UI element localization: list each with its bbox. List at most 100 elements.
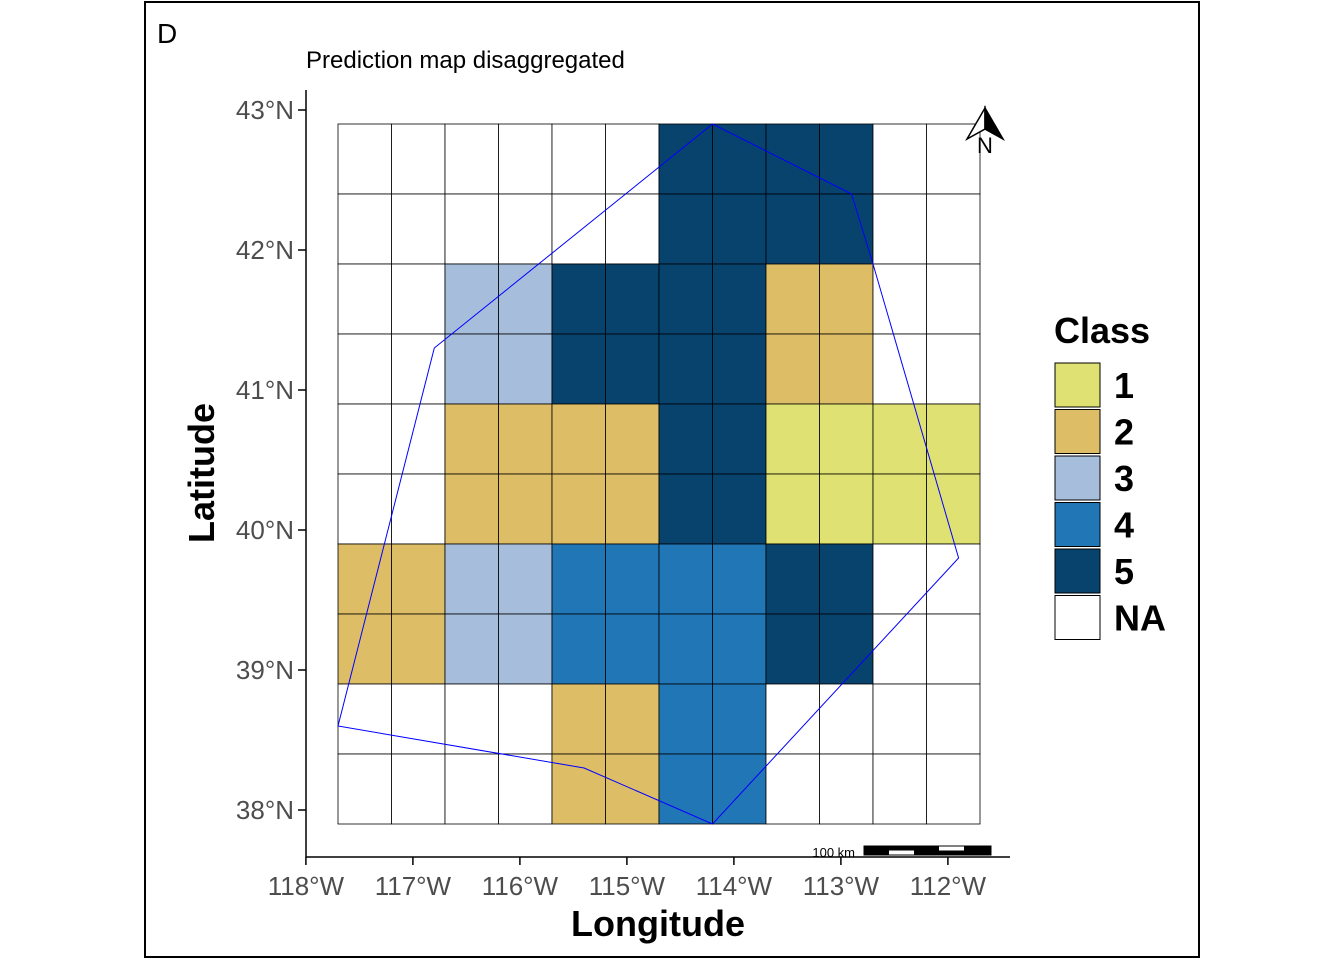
grid-cell [498,333,553,405]
grid-cell [444,543,499,615]
scale-bar-segment [914,846,939,855]
x-tick-label: 115°W [589,871,666,901]
grid-cell [605,473,660,545]
grid-cell [337,193,392,265]
grid-cell [712,123,767,195]
map-axes: 118°W 117°W 116°W 115°W 114°W 113°W 112°W 38°N… [236,90,1010,901]
panel-label: D [157,18,177,49]
scale-bar-segment [964,846,991,855]
study-area-boundary [337,123,960,825]
grid-cell [712,683,767,755]
grid-cell [872,543,927,615]
grid-cell [391,753,446,825]
grid-cell [765,753,820,825]
grid-cell [498,683,553,755]
legend-label: NA [1114,598,1166,639]
grid-cell [926,543,981,615]
grid-cell [498,123,553,195]
grid-cell [551,753,606,825]
grid-cell [498,263,553,335]
grid-cell [872,613,927,685]
grid-cell [444,123,499,195]
grid-cell [605,123,660,195]
north-arrow-right-half-icon [984,105,1006,141]
grid-cell [658,683,713,755]
grid-cell [712,193,767,265]
legend-label: 3 [1114,458,1134,499]
grid-cell [926,263,981,335]
legend-swatch [1054,409,1101,454]
grid-cell [391,193,446,265]
grid-cell [658,263,713,335]
grid-cell [712,613,767,685]
grid-cell [337,683,392,755]
grid-cell [551,403,606,475]
grid-cell [819,263,874,335]
grid-cell [819,613,874,685]
grid-cell [765,123,820,195]
grid-cell [765,543,820,615]
scale-bar-label: 100 km [812,845,855,860]
grid-cell [605,543,660,615]
grid-cell [498,753,553,825]
grid-cell [551,263,606,335]
grid-cell [819,753,874,825]
y-tick-label: 38°N [236,795,294,825]
grid-cell [551,683,606,755]
grid-cell [605,683,660,755]
grid-cell [926,683,981,755]
grid-cell [658,753,713,825]
grid-cell [819,123,874,195]
x-tick-label: 116°W [482,871,559,901]
grid-cell [872,473,927,545]
legend: Class 1 2 3 4 5 NA [1054,310,1166,640]
x-tick-label: 114°W [696,871,773,901]
grid-cell [498,193,553,265]
grid-cell [765,613,820,685]
grid-cell [444,473,499,545]
grid-cell [337,753,392,825]
grid-cell [872,683,927,755]
grid-cell [337,263,392,335]
grid-cell [551,543,606,615]
grid-cell [765,473,820,545]
grid-cell [337,403,392,475]
grid-cell [391,683,446,755]
grid-cell [444,613,499,685]
grid-cell [712,403,767,475]
north-arrow: N [964,105,1006,158]
legend-swatch [1054,595,1101,640]
legend-title: Class [1054,310,1150,351]
legend-label: 2 [1114,412,1134,453]
grid-cell [444,193,499,265]
grid-cell [444,753,499,825]
grid-cell [712,753,767,825]
grid-cell [712,473,767,545]
grid-cell [819,683,874,755]
grid-cell [872,193,927,265]
grid-cell [658,193,713,265]
grid-cell [551,333,606,405]
y-tick-label: 41°N [236,375,294,405]
grid-cell [444,683,499,755]
grid-cell [337,333,392,405]
grid-cell [819,193,874,265]
grid-cell [605,403,660,475]
scale-bar-segment [864,846,889,855]
grid-cell [391,123,446,195]
grid-cell [658,333,713,405]
grid-cell [872,403,927,475]
grid-cell [551,193,606,265]
grid-cell [926,403,981,475]
grid-cell [765,683,820,755]
legend-swatch [1054,502,1101,547]
grid-cell [712,263,767,335]
x-tick-label: 118°W [268,871,345,901]
grid-cell [712,543,767,615]
grid-cell [765,333,820,405]
grid-cell [765,403,820,475]
legend-label: 5 [1114,551,1134,592]
grid-cell [444,263,499,335]
grid-cell [658,123,713,195]
grid-cell [337,613,392,685]
